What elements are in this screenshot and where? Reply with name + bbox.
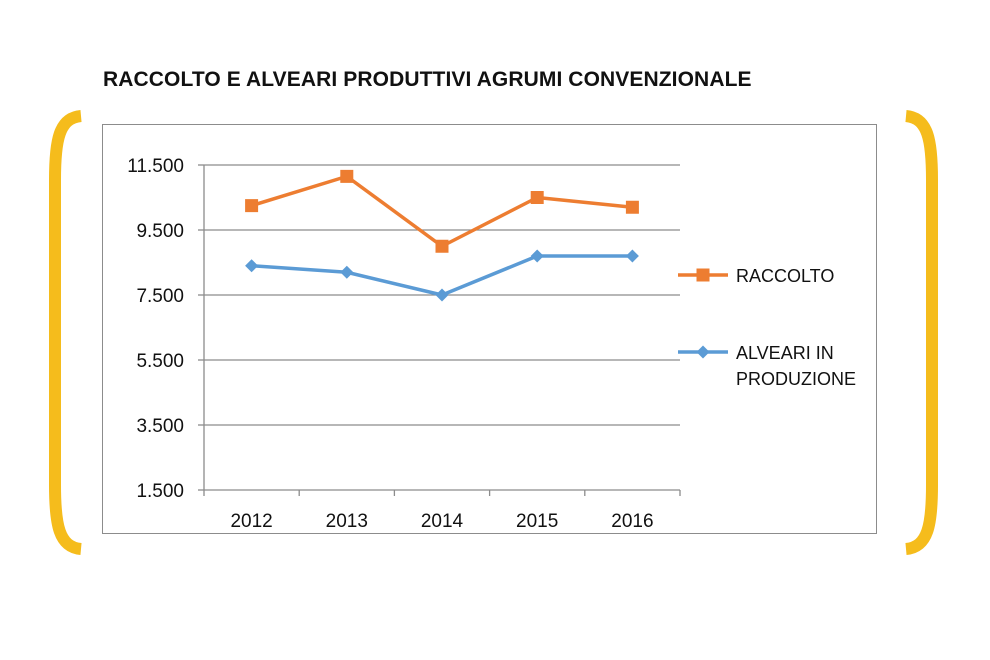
- x-axis-tick-labels: 2012 2013 2014 2015 2016: [230, 511, 653, 532]
- x-tick-label: 2013: [326, 511, 368, 532]
- legend: RACCOLTO ALVEARI IN PRODUZIONE: [678, 266, 856, 389]
- series-line: [251, 174, 633, 248]
- x-tick-label: 2015: [516, 511, 558, 532]
- data-point: [625, 200, 639, 214]
- x-tick-label: 2014: [421, 511, 464, 532]
- legend-marker: [696, 268, 710, 282]
- left-bracket-decoration: [49, 110, 83, 555]
- data-point: [245, 199, 259, 213]
- x-tick-label: 2012: [230, 511, 272, 532]
- legend-marker: [696, 345, 710, 359]
- data-point: [530, 191, 544, 204]
- right-bracket-decoration: [904, 110, 938, 555]
- y-axis-tick-labels: 1.500 3.500 5.500 7.500 9.500 11.500: [127, 156, 184, 502]
- data-point: [245, 259, 259, 273]
- x-tick-label: 2016: [611, 511, 653, 532]
- data-point: [340, 265, 354, 279]
- data-point: [435, 239, 449, 253]
- legend-label: RACCOLTO: [736, 266, 834, 286]
- chart-area: [102, 124, 877, 534]
- data-point: [340, 169, 354, 183]
- data-point: [530, 249, 544, 263]
- y-tick-label: 5.500: [136, 351, 184, 372]
- data-point: [625, 249, 639, 263]
- gridlines: [204, 164, 680, 426]
- legend-label: ALVEARI IN: [736, 343, 834, 363]
- y-tick-label: 3.500: [136, 416, 184, 437]
- chart-title: RACCOLTO E ALVEARI PRODUTTIVI AGRUMI CON…: [103, 68, 752, 91]
- y-tick-label: 9.500: [136, 221, 184, 242]
- y-tick-label: 1.500: [136, 481, 184, 502]
- data-point: [435, 288, 449, 302]
- y-tick-label: 7.500: [136, 286, 184, 307]
- legend-label: PRODUZIONE: [736, 369, 856, 389]
- y-tick-label: 11.500: [127, 156, 184, 177]
- axes: [198, 164, 681, 496]
- series-group: [245, 169, 639, 302]
